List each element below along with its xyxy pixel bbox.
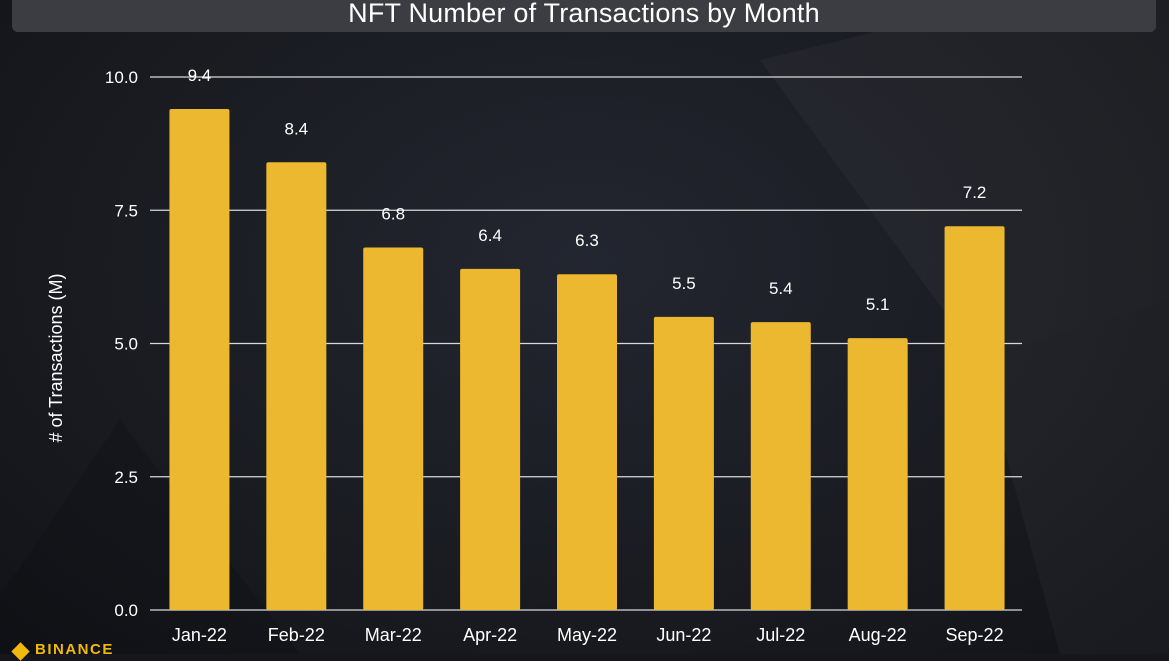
bar-feb-22 bbox=[266, 162, 327, 610]
x-tick-label: Mar-22 bbox=[365, 625, 422, 645]
y-axis-label: # of Transactions (M) bbox=[46, 273, 66, 442]
y-tick-label: 0.0 bbox=[114, 601, 138, 620]
x-tick-label: Jun-22 bbox=[656, 625, 711, 645]
y-tick-labels: 0.0 2.5 5.0 7.5 10.0 bbox=[105, 68, 138, 620]
bar-apr-22 bbox=[460, 268, 521, 610]
y-tick-label: 10.0 bbox=[105, 68, 138, 87]
binance-diamond-icon bbox=[11, 642, 30, 661]
bar-jun-22 bbox=[653, 316, 714, 610]
brand-logo: BINANCE bbox=[11, 641, 114, 661]
value-label: 8.4 bbox=[285, 119, 309, 138]
value-label: 5.4 bbox=[769, 279, 793, 298]
value-labels: 9.4 8.4 6.8 6.4 6.3 5.5 5.4 5.1 7.2 bbox=[188, 66, 987, 314]
value-label: 6.8 bbox=[381, 205, 405, 224]
x-tick-label: Jul-22 bbox=[756, 625, 805, 645]
value-label: 7.2 bbox=[963, 183, 987, 202]
chart-title: NFT Number of Transactions by Month bbox=[348, 0, 820, 28]
bar-jul-22 bbox=[750, 322, 811, 610]
x-tick-label: Feb-22 bbox=[268, 625, 325, 645]
title-bar: NFT Number of Transactions by Month bbox=[12, 0, 1156, 32]
y-tick-label: 7.5 bbox=[114, 201, 138, 220]
bar-jan-22 bbox=[169, 108, 230, 610]
x-tick-labels: Jan-22 Feb-22 Mar-22 Apr-22 May-22 Jun-22 Jul-… bbox=[172, 625, 1004, 645]
x-tick-label: Apr-22 bbox=[463, 625, 517, 645]
y-tick-label: 2.5 bbox=[114, 468, 138, 487]
x-tick-label: Sep-22 bbox=[946, 625, 1004, 645]
brand-name: BINANCE bbox=[35, 641, 114, 658]
value-label: 6.3 bbox=[575, 231, 599, 250]
x-tick-label: May-22 bbox=[557, 625, 617, 645]
bar-sep-22 bbox=[944, 226, 1005, 611]
value-label: 6.4 bbox=[478, 226, 502, 245]
bars bbox=[169, 108, 1005, 611]
x-tick-label: Aug-22 bbox=[849, 625, 907, 645]
value-label: 5.5 bbox=[672, 274, 696, 293]
bar-may-22 bbox=[557, 274, 617, 610]
x-tick-label: Jan-22 bbox=[172, 625, 227, 645]
bar-mar-22 bbox=[363, 247, 424, 610]
bar-aug-22 bbox=[847, 338, 908, 610]
value-label: 5.1 bbox=[866, 295, 890, 314]
y-tick-label: 5.0 bbox=[114, 335, 138, 354]
value-label: 9.4 bbox=[188, 66, 212, 85]
